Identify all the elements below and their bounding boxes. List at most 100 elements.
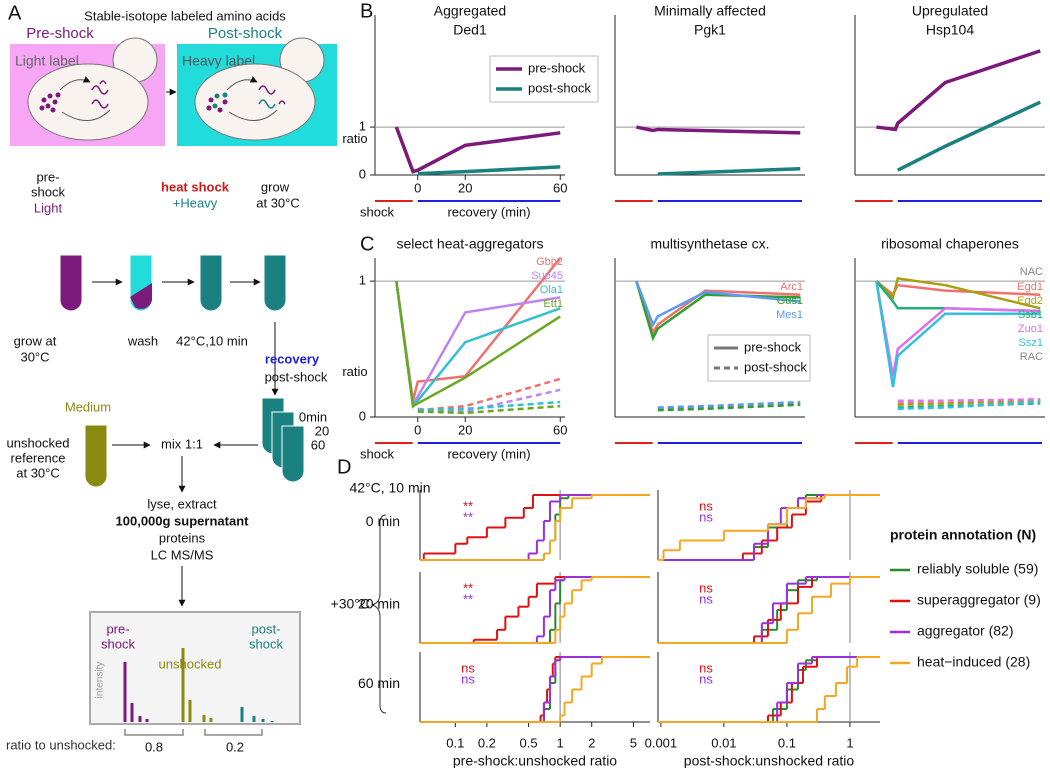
label: unshocked [159, 656, 222, 671]
panel-label: D [337, 456, 351, 478]
series-line [896, 100, 1041, 172]
label: shock [31, 184, 65, 199]
label: shock [249, 636, 283, 651]
label: 100,000g supernatant [116, 513, 250, 528]
series-label: Gbp2 [536, 256, 563, 268]
chart-title: Aggregated [434, 3, 506, 19]
ecdf-series [658, 494, 880, 561]
ecdf-series [420, 576, 650, 644]
series-label: Ssb1 [1018, 309, 1043, 321]
series-label: Egd2 [1017, 295, 1043, 307]
legend-label: post-shock [744, 359, 807, 374]
label: 0.2 [226, 739, 244, 754]
y-tick-label: 1 [359, 273, 366, 288]
tube [199, 254, 223, 312]
label: post- [252, 621, 281, 636]
label: mix 1:1 [161, 436, 203, 451]
x-tick-label: 1 [557, 735, 564, 750]
series-line [657, 167, 801, 176]
x-tick-label: 0.01 [711, 735, 736, 750]
label: post-shock [265, 369, 328, 384]
label: Light label [15, 53, 79, 69]
series-line [636, 125, 801, 135]
ecdf-series [420, 656, 650, 723]
legend-title: protein annotation (N) [890, 527, 1036, 543]
series-line [395, 280, 561, 410]
ecdf-series [420, 494, 650, 561]
yeast-cell [27, 37, 325, 141]
row-label: 0 min [366, 513, 400, 529]
label: ratio to unshocked: [6, 737, 116, 752]
ecdf-series [420, 656, 650, 723]
legend-box [489, 55, 599, 103]
significance: ns [699, 498, 713, 513]
series-line [395, 280, 561, 409]
x-axis-label: recovery (min) [447, 204, 530, 219]
label: 60 [311, 437, 325, 452]
label: +Heavy [173, 195, 218, 210]
x-axis-label: shock [360, 204, 394, 219]
y-axis-label: ratio [342, 364, 367, 379]
y-tick-label: 0 [359, 166, 366, 181]
significance: ns [699, 509, 713, 524]
chart-title: ribosomal chaperones [881, 236, 1019, 252]
label: reference [11, 450, 66, 465]
label: recovery [265, 351, 320, 366]
significance: ns [461, 671, 475, 686]
label: 0min [299, 409, 327, 424]
series-line [875, 280, 1041, 377]
series-label: Mes1 [776, 309, 803, 321]
x-tick-label: 0.2 [478, 735, 496, 750]
ecdf-series [420, 656, 650, 723]
brace [371, 514, 387, 714]
significance: ** [463, 498, 473, 513]
label: 20 [315, 423, 329, 438]
x-axis-label: shock [360, 446, 394, 461]
ecdf-series [658, 576, 880, 644]
significance: ** [463, 580, 473, 595]
label: heat shock [161, 179, 230, 194]
series-line [635, 280, 801, 328]
series-line [897, 399, 1041, 407]
tube [84, 424, 108, 488]
chart-title: Minimally affected [654, 3, 766, 19]
x-axis-label: post-shock:unshocked ratio [684, 753, 855, 768]
tube [59, 254, 83, 312]
series-line [417, 165, 561, 176]
significance: ** [463, 591, 473, 606]
x-tick-label: 0 [414, 422, 421, 437]
x-tick-label: 0.1 [446, 735, 464, 750]
significance: ns [699, 580, 713, 595]
chart-subtitle: Pgk1 [694, 22, 726, 38]
significance: ** [463, 509, 473, 524]
ecdf-series [658, 576, 880, 644]
group-label: NAC [1020, 266, 1043, 278]
legend-label: pre-shock [528, 60, 586, 75]
label: unshocked [7, 435, 70, 450]
legend-label: aggregator (82) [917, 623, 1014, 639]
label: LC MS/MS [151, 547, 214, 562]
series-line [876, 49, 1041, 132]
label: Light [34, 200, 63, 215]
x-tick-label: 0.1 [778, 735, 796, 750]
label: Post-shock [208, 25, 283, 42]
chart-subtitle: Ded1 [453, 22, 487, 38]
spectrum-peaks [123, 648, 274, 722]
row-label: 20 min [358, 596, 400, 612]
series-label: Sup45 [531, 270, 563, 282]
label: 42°C,10 min [176, 333, 248, 348]
label: at 30°C [256, 195, 300, 210]
significance: ns [699, 591, 713, 606]
legend-label: heat−induced (28) [917, 654, 1030, 670]
series-line [897, 400, 1041, 411]
x-tick-label: 20 [458, 180, 472, 195]
series-label: Ett1 [543, 298, 563, 310]
x-axis-label: recovery (min) [447, 446, 530, 461]
series-label: Ola1 [540, 284, 563, 296]
series-line [875, 276, 1041, 310]
tube-pellet [130, 283, 152, 309]
panel-label: A [8, 2, 22, 24]
group-label: +30°C [331, 596, 370, 612]
